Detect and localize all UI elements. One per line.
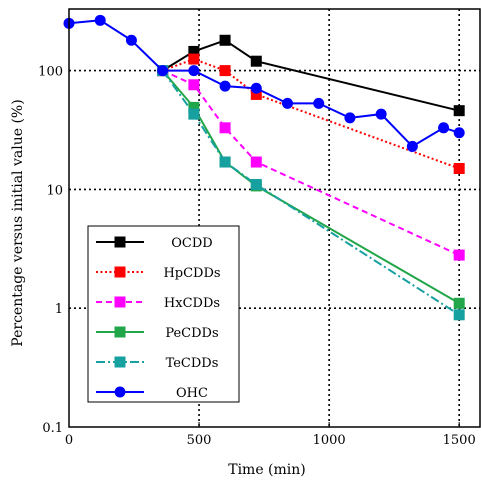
data-point-ocdd <box>453 105 465 117</box>
data-point-ohc <box>438 122 450 134</box>
data-point-tecdds <box>250 178 262 190</box>
data-point-hxcdds <box>453 249 465 261</box>
legend-marker-pecdds <box>114 326 126 338</box>
y-tick-label: 0.1 <box>42 421 63 436</box>
series-hpcdds <box>157 53 465 174</box>
data-point-ocdd <box>250 55 262 67</box>
data-point-ohc <box>406 140 418 152</box>
y-axis-label: Percentage versus initial value (%) <box>10 99 26 346</box>
data-point-ohc <box>157 65 169 77</box>
data-point-ocdd <box>219 34 231 46</box>
tick-labels: 0 500 1000 1500 0.1 1 10 100 <box>38 65 476 448</box>
legend-label-tecdds: TeCDDs <box>166 356 219 371</box>
x-tick-label: 0 <box>65 433 73 448</box>
legend-marker-ocdd <box>114 236 126 248</box>
legend-label-hxcdds: HxCDDs <box>164 296 220 311</box>
series-line-ocdd <box>162 39 460 112</box>
data-point-pecdds <box>188 101 200 113</box>
data-point-hpcdds <box>188 53 200 65</box>
data-point-hpcdds <box>453 162 465 174</box>
data-point-ohc <box>375 108 387 120</box>
data-point-ohc <box>219 80 231 92</box>
data-point-pecdds <box>453 297 465 309</box>
data-point-ohc <box>344 112 356 124</box>
data-point-ohc <box>282 97 294 109</box>
y-tick-label: 10 <box>46 183 63 198</box>
data-point-hxcdds <box>250 156 262 168</box>
legend-marker-hxcdds <box>114 296 126 308</box>
series-line-ohc <box>68 19 460 148</box>
legend-marker-ohc <box>114 386 126 398</box>
data-point-tecdds <box>453 309 465 321</box>
legend: OCDD HpCDDs HxCDDs PeCDDs TeCDDs OHC <box>87 225 240 403</box>
y-tick-label: 1 <box>55 302 63 317</box>
legend-marker-hpcdds <box>114 266 126 278</box>
data-point-hpcdds <box>219 65 231 77</box>
legend-label-ocdd: OCDD <box>171 236 212 251</box>
x-tick-label: 500 <box>187 433 212 448</box>
legend-label-ohc: OHC <box>176 386 208 401</box>
data-point-ocdd <box>188 45 200 57</box>
data-point-tecdds <box>219 156 231 168</box>
x-tick-label: 1000 <box>313 433 346 448</box>
y-tick-label: 100 <box>38 65 63 80</box>
data-point-hpcdds <box>250 88 262 100</box>
grid-lines <box>69 9 480 427</box>
x-tick-label: 1500 <box>443 433 476 448</box>
data-point-ohc <box>94 14 106 26</box>
data-point-hxcdds <box>219 122 231 134</box>
plot-frame <box>68 8 481 428</box>
series-ohc <box>63 14 465 152</box>
data-point-ohc <box>453 127 465 139</box>
legend-label-hpcdds: HpCDDs <box>163 266 220 281</box>
legend-label-pecdds: PeCDDs <box>165 326 218 341</box>
data-point-ohc <box>125 34 137 46</box>
x-axis-label: Time (min) <box>228 462 306 478</box>
data-point-ohc <box>188 65 200 77</box>
legend-marker-tecdds <box>114 356 126 368</box>
data-point-tecdds <box>188 108 200 120</box>
legend-box <box>87 225 240 403</box>
data-point-hxcdds <box>188 79 200 91</box>
data-point-ohc <box>250 82 262 94</box>
series-layer <box>63 14 465 321</box>
data-point-ohc <box>313 97 325 109</box>
series-line-hxcdds <box>162 69 460 257</box>
